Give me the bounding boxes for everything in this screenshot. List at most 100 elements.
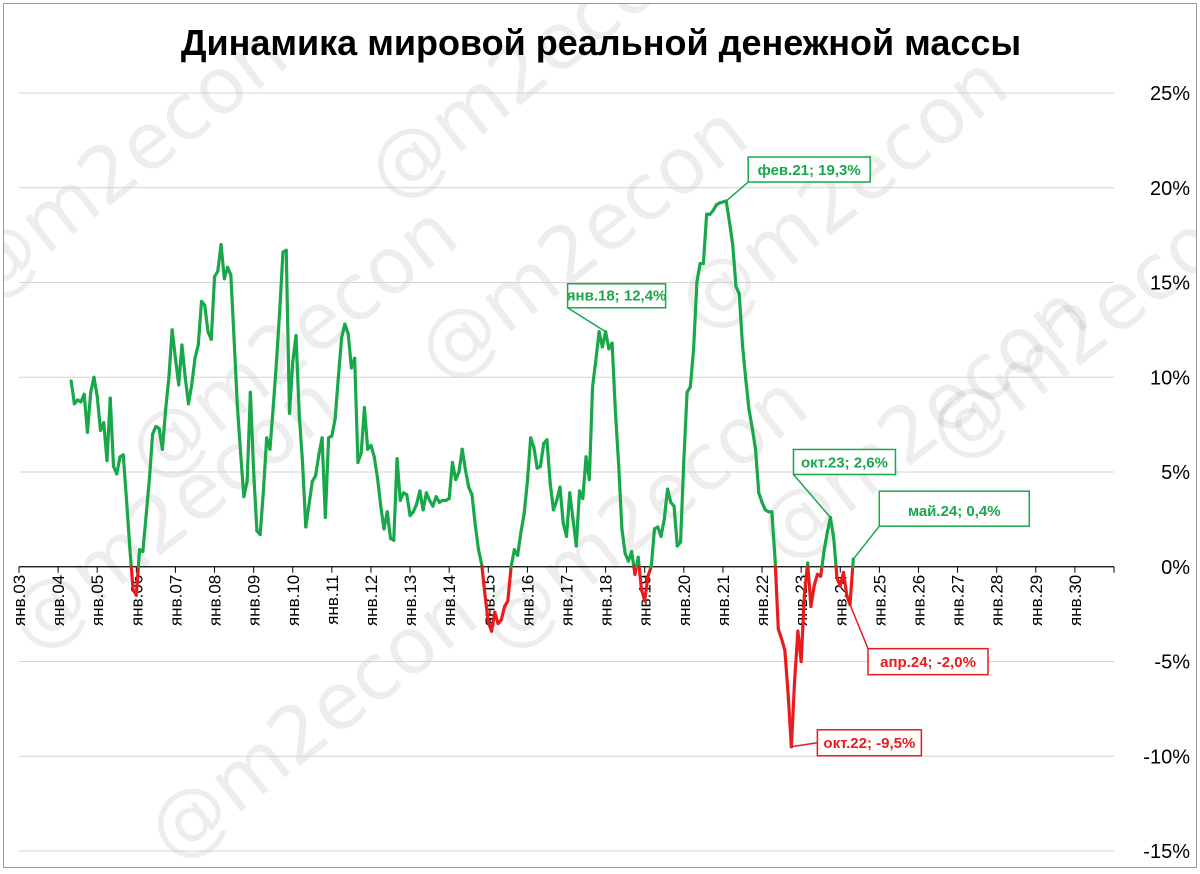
series-segment <box>475 525 478 550</box>
series-segment <box>371 445 374 456</box>
series-segment <box>316 455 319 476</box>
series-segment <box>853 559 854 567</box>
series-segment <box>377 478 380 506</box>
series-segment <box>195 345 198 358</box>
y-tick-label: 25% <box>1150 83 1190 105</box>
y-tick-label: -15% <box>1143 841 1190 863</box>
annotation-leader <box>791 743 817 747</box>
series-segment <box>397 459 400 501</box>
annotation-label: апр.24; -2,0% <box>880 654 976 671</box>
x-tick-label: янв.29 <box>1027 575 1046 626</box>
x-tick-label: янв.22 <box>753 575 772 626</box>
watermark-text: @m2econ <box>910 167 1197 479</box>
y-tick-label: 0% <box>1161 557 1190 579</box>
series-segment <box>387 512 390 539</box>
series-segment <box>814 574 817 585</box>
x-tick-label: янв.17 <box>558 575 577 626</box>
series-segment <box>472 495 475 525</box>
x-tick-label: янв.09 <box>245 575 264 626</box>
series-segment <box>836 567 837 578</box>
series-segment <box>172 330 175 358</box>
series-segment <box>782 639 785 650</box>
x-tick-label: янв.30 <box>1066 575 1085 626</box>
series-segment <box>822 552 824 567</box>
series-segment <box>785 650 788 694</box>
series-segment <box>198 301 201 345</box>
annotation-leader <box>853 526 879 559</box>
x-tick-label: янв.20 <box>675 575 694 626</box>
line-chart: @m2econ@m2econ@m2econ@m2econ@m2econ@m2ec… <box>4 4 1197 868</box>
x-tick-label: янв.27 <box>949 575 968 626</box>
x-tick-label: янв.12 <box>362 575 381 626</box>
annotation-label: фев.21; 19,3% <box>758 162 861 179</box>
x-tick-label: янв.16 <box>518 575 537 626</box>
annotation-label: янв.18; 12,4% <box>567 287 667 304</box>
series-segment <box>97 396 100 430</box>
x-tick-label: янв.03 <box>10 575 29 626</box>
series-segment <box>364 408 367 450</box>
series-segment <box>479 550 482 565</box>
series-segment <box>374 457 377 478</box>
series-segment <box>117 457 120 474</box>
series-segment <box>775 567 778 630</box>
series-segment <box>540 444 543 467</box>
x-tick-label: янв.28 <box>988 575 1007 626</box>
series-segment <box>231 275 234 339</box>
series-segment <box>742 345 745 379</box>
x-tick-label: янв.21 <box>714 575 733 626</box>
chart-frame: Динамика мировой реальной денежной массы… <box>3 3 1197 868</box>
series-segment <box>136 567 138 595</box>
series-segment <box>524 481 527 513</box>
x-tick-label: янв.18 <box>597 575 616 626</box>
x-tick-label: янв.04 <box>49 575 68 626</box>
x-tick-label: янв.08 <box>206 575 225 626</box>
series-segment <box>309 481 312 504</box>
series-segment <box>593 360 596 387</box>
annotation-leader <box>568 308 606 332</box>
y-tick-label: -5% <box>1154 652 1190 674</box>
series-segment <box>811 586 814 607</box>
x-tick-label: янв.05 <box>88 575 107 626</box>
series-segment <box>606 332 609 349</box>
series-segment <box>560 487 563 523</box>
series-segment <box>205 305 208 332</box>
series-segment <box>791 680 794 746</box>
x-tick-label: янв.13 <box>401 575 420 626</box>
series-segment <box>550 483 553 510</box>
series-segment <box>527 438 530 482</box>
series-segment <box>726 201 729 222</box>
series-segment <box>615 411 618 464</box>
series-segment <box>850 567 853 605</box>
x-tick-label: янв.11 <box>323 575 342 625</box>
series-segment <box>355 358 358 462</box>
series-segment <box>589 387 592 480</box>
series-segment <box>87 392 90 432</box>
series-segment <box>221 245 224 279</box>
series-segment <box>690 349 693 387</box>
x-tick-label: янв.26 <box>909 575 928 626</box>
y-tick-label: 5% <box>1161 462 1190 484</box>
series-segment <box>211 277 214 340</box>
annotation-label: окт.23; 2,6% <box>801 454 888 471</box>
series-segment <box>110 398 113 466</box>
series-segment <box>94 377 97 396</box>
y-tick-label: 20% <box>1150 178 1190 200</box>
y-tick-label: -10% <box>1143 746 1190 768</box>
series-segment <box>632 552 634 567</box>
x-tick-label: янв.07 <box>166 575 185 626</box>
series-segment <box>131 567 133 590</box>
series-segment <box>521 514 524 533</box>
series-segment <box>547 440 550 484</box>
series-segment <box>71 381 74 404</box>
series-segment <box>612 343 615 411</box>
annotation-label: окт.22; -9,5% <box>823 735 915 752</box>
y-tick-label: 15% <box>1150 273 1190 295</box>
series-segment <box>534 447 537 468</box>
x-tick-label: янв.25 <box>870 575 889 626</box>
annotation-label: май.24; 0,4% <box>908 503 1001 520</box>
y-tick-label: 10% <box>1150 367 1190 389</box>
watermarks: @m2econ@m2econ@m2econ@m2econ@m2econ@m2ec… <box>4 4 1197 868</box>
x-tick-label: янв.14 <box>440 575 459 626</box>
series-segment <box>465 470 468 487</box>
x-tick-label: янв.10 <box>284 575 303 626</box>
